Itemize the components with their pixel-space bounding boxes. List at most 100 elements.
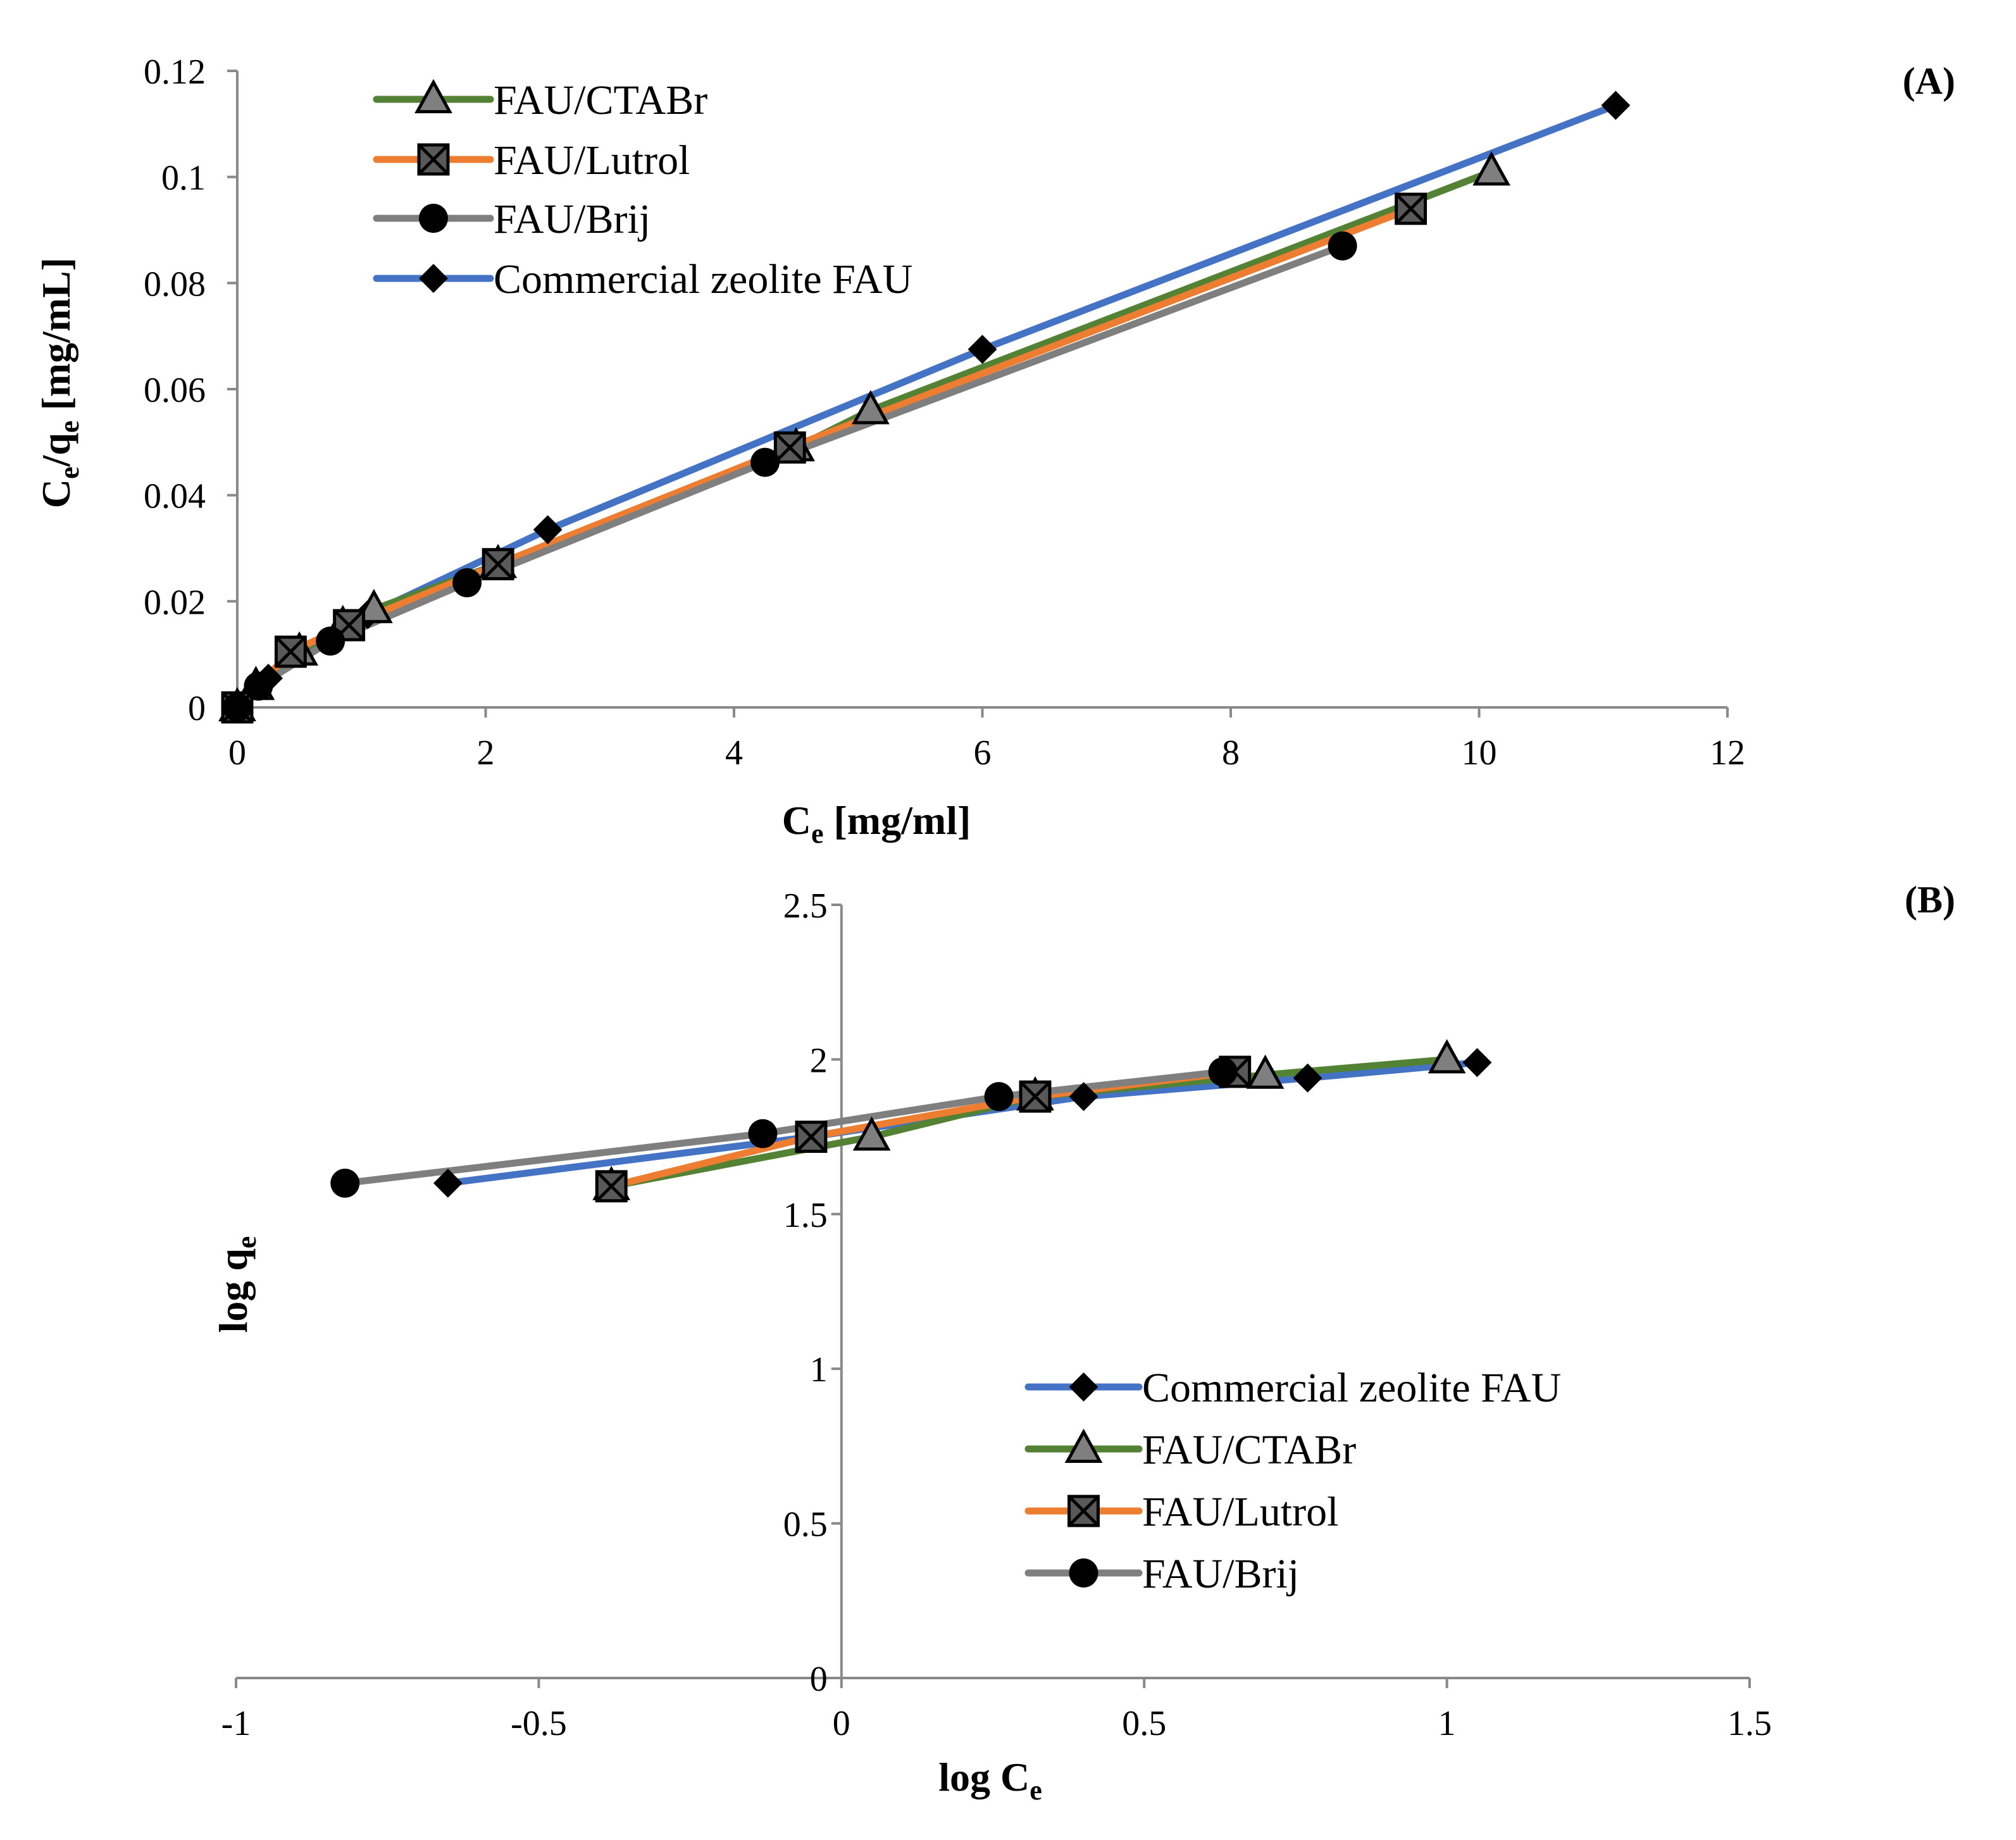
x-tick-label: 6 <box>974 733 992 773</box>
data-point-circle <box>1328 231 1357 261</box>
data-point-circle <box>984 1082 1014 1112</box>
panel-a-axes <box>227 70 1729 718</box>
x-tick-label: -1 <box>221 1704 251 1743</box>
legend-marker-triangle <box>1064 1428 1103 1463</box>
y-tick-label: 0.08 <box>144 264 206 304</box>
panel-a-x-axis-title: Ce [mg/ml] <box>782 798 971 849</box>
legend-entry-commercial-zeolite-fau: Commercial zeolite FAU <box>373 256 912 302</box>
data-point-triangle <box>354 588 393 623</box>
y-tick-label: 0.02 <box>144 583 206 622</box>
x-tick-label: 0.5 <box>1122 1704 1166 1743</box>
legend-marker <box>419 204 448 233</box>
data-point-diamond <box>1462 1048 1492 1078</box>
series-line-commercial-zeolite-fau <box>444 1059 1481 1187</box>
legend-entry-fau-ctabr: FAU/CTABr <box>1024 1427 1356 1473</box>
x-tick-label: 1.5 <box>1727 1704 1772 1743</box>
series-line-fau-brij <box>233 242 1347 711</box>
y-tick-label: 0.04 <box>144 477 206 516</box>
data-point-circle <box>244 671 273 701</box>
legend-marker-diamond <box>419 264 448 293</box>
legend-marker <box>419 264 448 293</box>
panel-a-ticks: 0 2 4 6 8 10 12 0 0.02 0.04 0.06 0.08 0.1 0.12 <box>144 53 1745 773</box>
legend-entry-commercial-zeolite-fau: Commercial zeolite FAU <box>1024 1365 1561 1411</box>
data-point-diamond <box>433 1168 463 1198</box>
data-point-triangle <box>1246 1054 1285 1089</box>
panel-b: (B) -1 -0.5 0 0.5 1 1.5 0 0.5 1 1.5 2 2.5 log Ce lo… <box>211 879 1955 1806</box>
data-point-boxx <box>1019 1080 1052 1113</box>
data-point-diamond <box>1293 1063 1322 1093</box>
panel-b-x-axis-title: log Ce <box>938 1755 1042 1806</box>
data-point-boxx <box>482 548 514 581</box>
legend-marker <box>1069 1372 1098 1402</box>
legend-entry-fau-brij: FAU/Brij <box>1024 1551 1299 1597</box>
panel-a-y-axis-title: Ce/qe [mg/mL] <box>34 258 85 508</box>
data-point-boxx <box>595 1170 628 1203</box>
legend-label: Commercial zeolite FAU <box>1142 1365 1561 1411</box>
legend-entry-fau-brij: FAU/Brij <box>373 196 650 242</box>
data-point-diamond <box>533 515 563 545</box>
legend-marker-circle <box>419 204 448 233</box>
data-point-diamond <box>1069 1082 1098 1112</box>
y-tick-label: 1 <box>810 1350 828 1389</box>
data-point-triangle <box>1472 151 1511 186</box>
legend-label: FAU/Lutrol <box>1142 1489 1338 1535</box>
y-tick-label: 2 <box>810 1041 828 1080</box>
y-tick-label: 0.06 <box>144 371 206 410</box>
legend-label: FAU/CTABr <box>1142 1427 1356 1473</box>
x-tick-label: 12 <box>1710 733 1745 773</box>
data-point-boxx <box>1395 192 1428 225</box>
legend-marker <box>417 143 450 176</box>
panel-a-series <box>218 90 1631 724</box>
legend-label: FAU/Brij <box>1142 1551 1299 1597</box>
panel-b-y-axis-title: log qe <box>211 1236 262 1333</box>
legend-marker <box>414 78 452 113</box>
legend-entry-fau-ctabr: FAU/CTABr <box>373 77 707 123</box>
panel-b-ticks: -1 -0.5 0 0.5 1 1.5 0 0.5 1 1.5 2 2.5 <box>221 886 1772 1743</box>
legend-marker-diamond <box>1069 1372 1098 1402</box>
panel-a-legend: FAU/CTABr FAU/Lutrol FAU/Brij Commercial… <box>373 77 912 302</box>
legend-entry-fau-lutrol: FAU/Lutrol <box>373 137 690 183</box>
data-point-boxx <box>795 1121 828 1153</box>
legend-marker-boxx <box>1067 1495 1100 1527</box>
data-point-circle <box>748 1119 778 1148</box>
legend-label: FAU/Lutrol <box>494 137 690 183</box>
x-tick-label: 8 <box>1222 733 1240 773</box>
data-point-circle <box>316 626 345 656</box>
data-point-circle <box>223 693 252 722</box>
legend-marker-boxx <box>417 143 450 176</box>
legend-marker <box>1069 1558 1098 1588</box>
legend-label: FAU/Brij <box>494 196 650 242</box>
panel-b-axes <box>235 904 1751 1688</box>
legend-entry-fau-lutrol: FAU/Lutrol <box>1024 1489 1338 1535</box>
legend-label: FAU/CTABr <box>494 77 707 123</box>
x-tick-label: -0.5 <box>511 1704 567 1743</box>
panel-a-label: (A) <box>1903 60 1955 102</box>
series-line-fau-brij <box>341 1068 1227 1187</box>
panel-b-legend: Commercial zeolite FAU FAU/CTABr FAU/Lut… <box>1024 1365 1561 1597</box>
y-tick-label: 0 <box>188 689 206 728</box>
panel-b-series <box>330 1039 1492 1203</box>
x-tick-label: 10 <box>1462 733 1497 773</box>
legend-marker <box>1067 1495 1100 1527</box>
x-tick-label: 0 <box>833 1704 850 1743</box>
legend-marker <box>1064 1428 1103 1463</box>
legend-marker-circle <box>1069 1558 1098 1588</box>
data-point-circle <box>330 1168 360 1198</box>
data-point-triangle <box>851 390 890 425</box>
legend-label: Commercial zeolite FAU <box>494 256 912 302</box>
data-point-triangle <box>852 1116 891 1151</box>
data-point-circle <box>750 447 780 477</box>
x-tick-label: 2 <box>477 733 495 773</box>
x-tick-label: 1 <box>1438 1704 1456 1743</box>
y-tick-label: 0.1 <box>161 159 206 198</box>
y-tick-label: 1.5 <box>783 1196 828 1235</box>
y-tick-label: 2.5 <box>783 886 828 926</box>
data-point-triangle <box>1428 1039 1466 1074</box>
data-point-diamond <box>1601 90 1631 120</box>
y-tick-label: 0.5 <box>783 1505 828 1545</box>
data-point-circle <box>1208 1057 1238 1086</box>
data-point-boxx <box>274 635 307 668</box>
y-tick-label: 0.12 <box>144 53 206 92</box>
legend-marker-triangle <box>414 78 452 113</box>
